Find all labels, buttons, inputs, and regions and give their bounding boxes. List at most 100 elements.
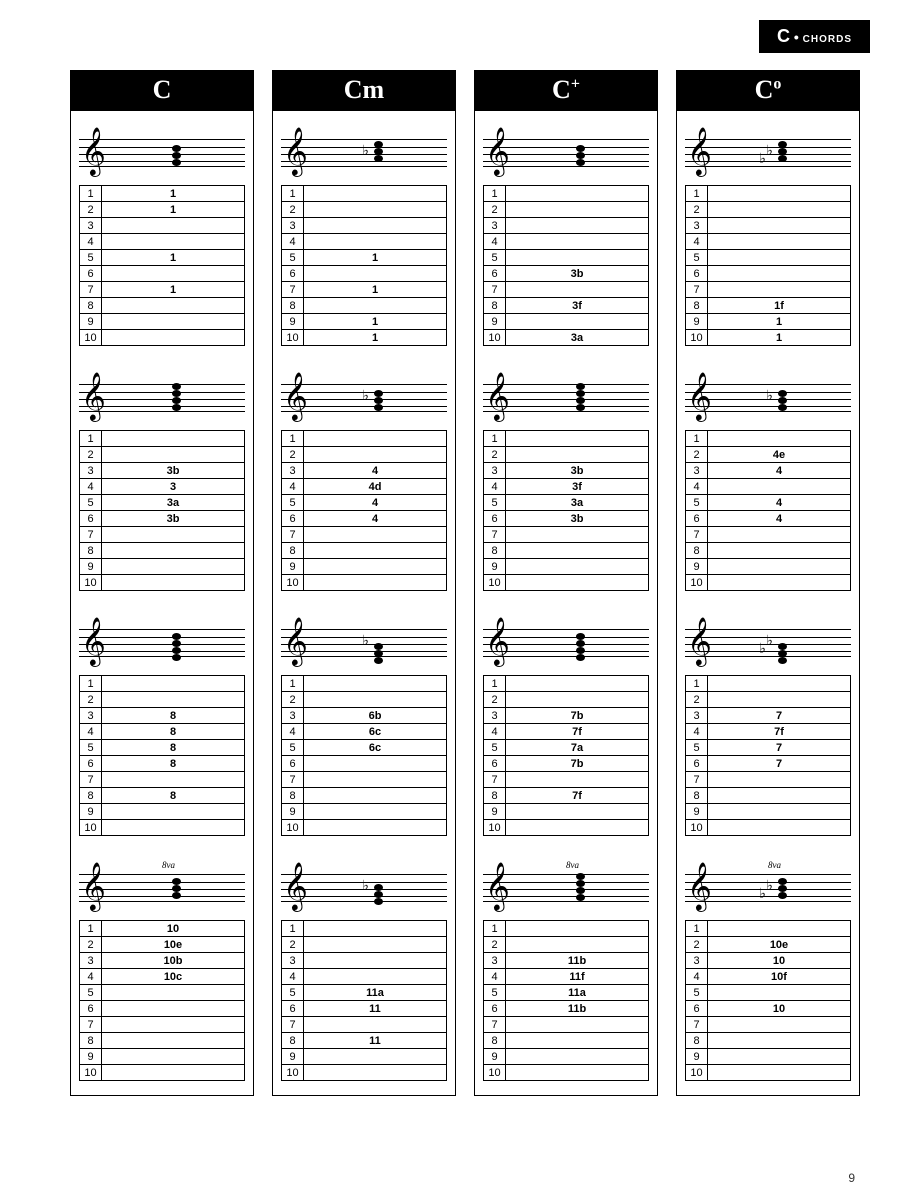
row-value-cell <box>304 692 447 708</box>
row-number-cell: 10 <box>686 1065 708 1081</box>
table-row: 511a <box>484 985 649 1001</box>
row-value-cell: 4 <box>304 463 447 479</box>
chord-button-table: 1233b4353a63b78910 <box>79 430 245 591</box>
table-row: 3 <box>484 218 649 234</box>
note-head <box>778 141 787 148</box>
note-head <box>172 390 181 397</box>
row-number-cell: 5 <box>80 495 102 511</box>
row-number-cell: 6 <box>686 266 708 282</box>
table-row: 38 <box>80 708 245 724</box>
row-number-cell: 2 <box>686 692 708 708</box>
row-value-cell: 7f <box>506 788 649 804</box>
note-head <box>778 404 787 411</box>
table-row: 7 <box>484 1017 649 1033</box>
table-row: 9 <box>484 314 649 330</box>
row-value-cell <box>708 772 851 788</box>
table-row: 5 <box>484 250 649 266</box>
note-head <box>576 383 585 390</box>
row-value-cell: 1 <box>102 202 245 218</box>
row-value-cell: 10f <box>708 969 851 985</box>
row-value-cell <box>102 1065 245 1081</box>
accidental-icon: ♭ <box>759 151 766 168</box>
row-value-cell <box>102 431 245 447</box>
row-value-cell <box>708 985 851 1001</box>
chord-notation <box>574 139 588 167</box>
table-row: 83f <box>484 298 649 314</box>
row-number-cell: 8 <box>80 1033 102 1049</box>
row-number-cell: 5 <box>484 250 506 266</box>
table-row: 43 <box>80 479 245 495</box>
table-row: 9 <box>80 1049 245 1065</box>
chord-notation: ♭ <box>372 139 386 167</box>
row-value-cell: 1 <box>304 314 447 330</box>
row-number-cell: 6 <box>80 1001 102 1017</box>
row-value-cell: 11 <box>304 1033 447 1049</box>
note-stack <box>574 384 588 412</box>
row-value-cell: 3b <box>102 511 245 527</box>
note-head <box>172 654 181 661</box>
row-number-cell: 6 <box>80 266 102 282</box>
music-staff: 𝄞♭ <box>281 862 447 912</box>
row-number-cell: 9 <box>686 314 708 330</box>
voicing-block: 𝄞8va♭♭1210e310410f561078910 <box>685 862 851 1081</box>
row-number-cell: 1 <box>282 431 304 447</box>
note-stack <box>170 384 184 412</box>
table-row: 10 <box>282 575 447 591</box>
row-number-cell: 10 <box>282 1065 304 1081</box>
table-row: 1 <box>80 431 245 447</box>
table-row: 4 <box>484 234 649 250</box>
note-head <box>576 633 585 640</box>
note-head <box>172 159 181 166</box>
row-value-cell: 4 <box>304 495 447 511</box>
row-value-cell: 1 <box>102 282 245 298</box>
row-value-cell: 8 <box>102 788 245 804</box>
row-value-cell <box>506 431 649 447</box>
table-row: 9 <box>484 804 649 820</box>
voicing-block: 𝄞♭♭123747f576778910 <box>685 617 851 836</box>
row-value-cell <box>304 298 447 314</box>
header-key: C <box>777 26 790 46</box>
note-head <box>778 650 787 657</box>
chord-button-table: 123451671891101 <box>281 185 447 346</box>
chord-button-table: 1210e310410f561078910 <box>685 920 851 1081</box>
row-value-cell <box>708 250 851 266</box>
table-row: 2 <box>484 937 649 953</box>
row-value-cell <box>708 479 851 495</box>
row-number-cell: 9 <box>282 1049 304 1065</box>
table-row: 410c <box>80 969 245 985</box>
row-number-cell: 3 <box>484 463 506 479</box>
table-row: 34 <box>282 463 447 479</box>
table-row: 1 <box>282 186 447 202</box>
music-staff: 𝄞♭ <box>281 372 447 422</box>
row-value-cell: 7b <box>506 708 649 724</box>
accidental-icon: ♭ <box>759 641 766 658</box>
music-staff: 𝄞 <box>483 372 649 422</box>
table-row: 7 <box>686 772 851 788</box>
table-row: 64 <box>282 511 447 527</box>
page-number: 9 <box>848 1171 855 1185</box>
note-stack: ♭♭ <box>776 139 790 167</box>
row-number-cell: 7 <box>80 282 102 298</box>
table-row: 2 <box>282 692 447 708</box>
row-number-cell: 3 <box>282 953 304 969</box>
row-value-cell <box>102 447 245 463</box>
row-value-cell <box>304 575 447 591</box>
row-value-cell: 3a <box>506 330 649 346</box>
row-value-cell <box>506 937 649 953</box>
row-value-cell: 8 <box>102 724 245 740</box>
ottava-marking: 8va <box>566 860 579 870</box>
table-row: 8 <box>80 298 245 314</box>
table-row: 611 <box>282 1001 447 1017</box>
page-header-tab: C • CHORDS <box>759 20 870 53</box>
row-value-cell <box>304 543 447 559</box>
table-row: 8 <box>686 1033 851 1049</box>
row-number-cell: 3 <box>686 218 708 234</box>
row-number-cell: 10 <box>282 330 304 346</box>
table-row: 10 <box>686 820 851 836</box>
chord-columns: C𝄞112134516718910𝄞1233b4353a63b78910𝄞123… <box>70 70 860 1096</box>
row-value-cell <box>708 1017 851 1033</box>
music-staff: 𝄞 <box>79 372 245 422</box>
row-number-cell: 3 <box>484 953 506 969</box>
treble-clef-icon: 𝄞 <box>687 127 712 177</box>
chord-column: C𝄞112134516718910𝄞1233b4353a63b78910𝄞123… <box>70 70 254 1096</box>
